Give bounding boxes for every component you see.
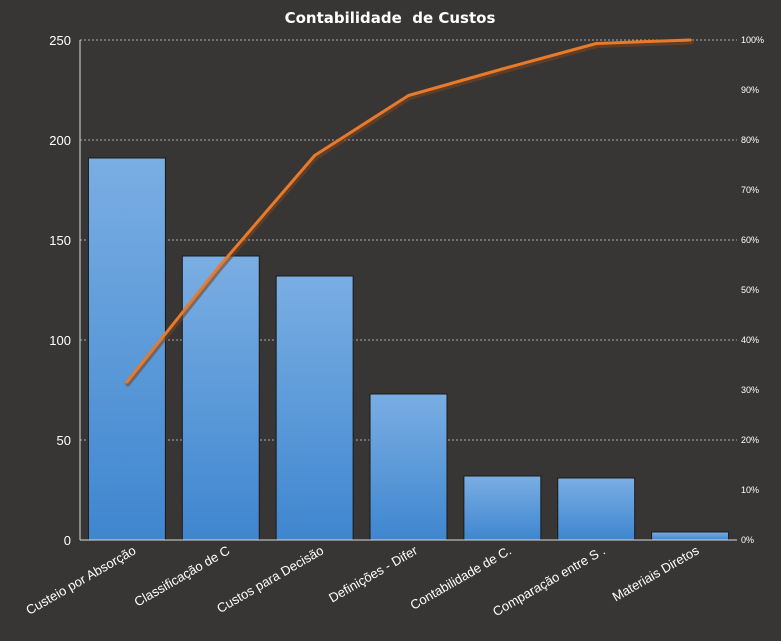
bar xyxy=(651,531,730,541)
y2-tick-label: 100% xyxy=(741,35,764,45)
y2-tick-label: 0% xyxy=(741,535,754,545)
bar xyxy=(275,275,354,541)
left-axis: 0 50 100 150 200 250 xyxy=(49,33,737,548)
cumulative-point xyxy=(125,380,129,384)
y2-tick-label: 50% xyxy=(741,285,759,295)
x-tick-label: Definições - Difer xyxy=(326,542,420,605)
y-tick-label: 250 xyxy=(49,33,71,48)
cumulative-line-shadow xyxy=(125,39,694,387)
y2-tick-label: 10% xyxy=(741,485,759,495)
y-tick-label: 100 xyxy=(49,333,71,348)
y2-tick-label: 30% xyxy=(741,385,759,395)
cumulative-point xyxy=(500,67,504,71)
y2-tick-label: 70% xyxy=(741,185,759,195)
y2-tick-label: 90% xyxy=(741,85,759,95)
cumulative-point xyxy=(313,154,317,157)
bar xyxy=(369,393,448,541)
x-tick-label: Materiais Diretos xyxy=(610,542,702,604)
bar xyxy=(463,475,542,541)
cumulative-point xyxy=(219,263,223,266)
cumulative-point xyxy=(688,38,692,42)
y-tick-label: 0 xyxy=(64,533,71,548)
line-layer xyxy=(125,38,694,387)
chart-title: Contabilidade de Custos xyxy=(285,9,496,27)
x-tick-label: Classificação de C xyxy=(132,543,233,610)
cumulative-point xyxy=(407,94,410,97)
y-tick-label: 50 xyxy=(57,433,71,448)
y2-tick-label: 80% xyxy=(741,135,759,145)
y2-tick-label: 40% xyxy=(741,335,759,345)
y2-tick-label: 20% xyxy=(741,435,759,445)
x-tick-label: Custeio por Absorção xyxy=(23,543,138,618)
y-tick-label: 150 xyxy=(49,233,71,248)
y2-tick-label: 60% xyxy=(741,235,759,245)
y-tick-label: 200 xyxy=(49,133,71,148)
bar-layer xyxy=(87,157,730,541)
bar xyxy=(557,477,636,541)
right-axis: 0% 10% 20% 30% 40% 50% 60% 70% 80% 90% 100% xyxy=(741,35,764,545)
cumulative-point xyxy=(594,42,598,45)
